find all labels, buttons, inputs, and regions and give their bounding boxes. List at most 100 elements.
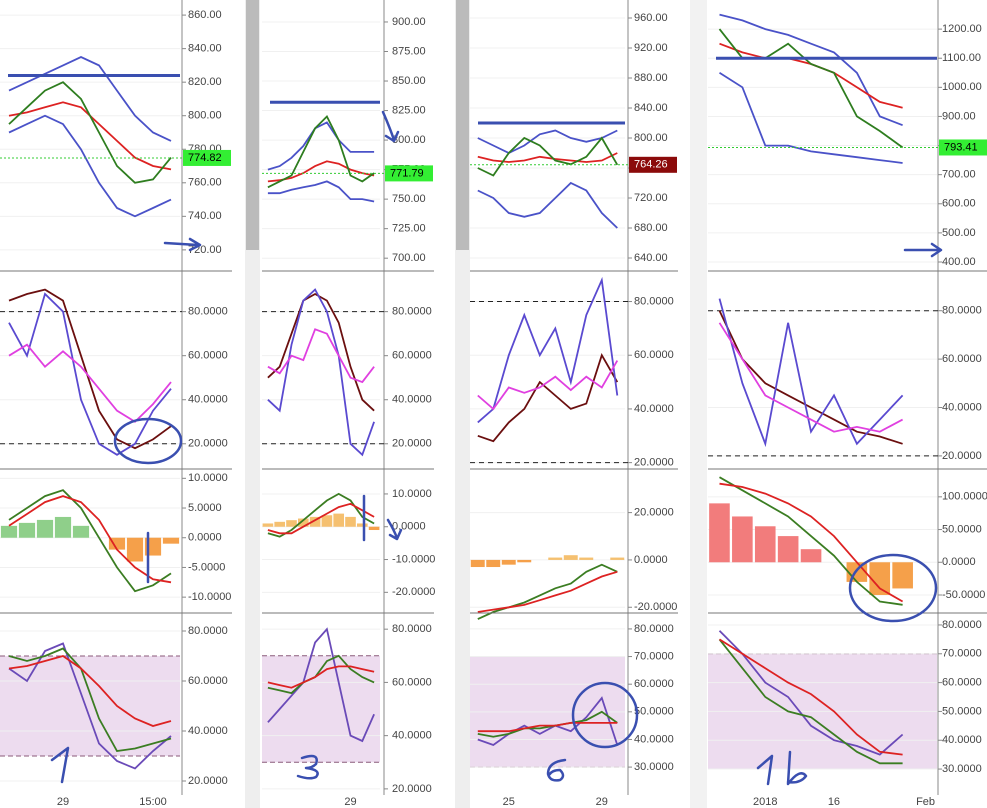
y-tick-label: 700.00 — [392, 252, 426, 264]
y-tick-label: -10.0000 — [188, 591, 231, 603]
series-line — [267, 121, 375, 171]
y-tick-label: 720.00 — [634, 192, 668, 204]
y-tick-label: 40.0000 — [942, 401, 982, 413]
y-tick-label: 20.0000 — [188, 438, 228, 450]
x-tick-label: 15:00 — [139, 796, 167, 808]
y-tick-label: 725.00 — [392, 223, 426, 235]
y-tick-label: 825.00 — [392, 104, 426, 116]
circle — [848, 553, 938, 623]
y-tick-label: 60.0000 — [188, 350, 228, 362]
histogram-bar — [262, 523, 274, 527]
histogram-bar — [470, 559, 485, 568]
series-line — [267, 627, 375, 743]
histogram-bar — [321, 515, 333, 527]
series-line — [477, 570, 618, 613]
series-line — [267, 288, 375, 457]
y-tick-label: 40.0000 — [392, 394, 432, 406]
series-line — [719, 638, 903, 756]
y-tick-label: -20.0000 — [392, 586, 435, 598]
y-tick-label: 5.0000 — [188, 502, 222, 514]
series-line — [8, 647, 172, 752]
y-tick-label: -50.0000 — [942, 589, 985, 601]
last-value-label: 774.82 — [188, 152, 222, 164]
histogram-bar — [309, 516, 321, 527]
y-tick-label: 80.0000 — [188, 625, 228, 637]
y-tick-label: 70.0000 — [634, 650, 674, 662]
series-line — [477, 136, 619, 177]
y-tick-label: -5.0000 — [188, 561, 225, 573]
last-value-tag — [939, 139, 987, 156]
histogram-bar — [274, 521, 286, 527]
series-line — [718, 310, 903, 445]
series-line — [8, 81, 172, 184]
y-tick-label: 960.00 — [634, 12, 668, 24]
series-line — [267, 292, 375, 412]
y-tick-label: 10.0000 — [188, 472, 228, 484]
x-tick-label: 16 — [828, 796, 840, 808]
histogram-bar — [563, 555, 578, 560]
y-tick-label: 920.00 — [634, 42, 668, 54]
series-line — [8, 288, 172, 450]
series-line — [8, 343, 172, 423]
y-tick-label: 20.0000 — [392, 783, 432, 795]
y-tick-label: 60.0000 — [942, 353, 982, 365]
y-tick-label: 50.0000 — [634, 706, 674, 718]
y-tick-label: 10.0000 — [392, 488, 432, 500]
y-tick-label: 1200.00 — [942, 23, 982, 35]
series-line — [477, 181, 618, 229]
circle — [113, 417, 183, 465]
histogram-bar — [892, 562, 913, 589]
band — [0, 656, 180, 756]
x-tick-label: 25 — [503, 796, 515, 808]
scrollbar[interactable] — [456, 0, 469, 250]
histogram-bar — [18, 522, 36, 538]
y-tick-label: 50.0000 — [942, 705, 982, 717]
y-tick-label: 820.00 — [188, 76, 222, 88]
y-tick-label: 20.0000 — [634, 507, 674, 519]
series-line — [477, 129, 618, 154]
arrow — [163, 237, 202, 252]
y-tick-label: 500.00 — [942, 227, 976, 239]
series-line — [477, 563, 618, 620]
series-line — [8, 292, 172, 456]
y-tick-label: 30.0000 — [634, 761, 674, 773]
last-value-tag — [629, 156, 677, 173]
series-line — [477, 352, 619, 443]
y-tick-label: 1100.00 — [942, 52, 981, 64]
histogram-bar — [486, 559, 501, 568]
y-tick-label: 50.0000 — [942, 523, 982, 535]
series-line — [718, 298, 904, 448]
series-line — [719, 482, 904, 603]
histogram-bar — [777, 536, 799, 563]
histogram-bar — [333, 513, 345, 527]
series-line — [718, 322, 904, 433]
series-line — [8, 642, 172, 770]
y-tick-label: 850.00 — [392, 75, 426, 87]
series-line — [719, 13, 903, 127]
handwritten-mark — [50, 746, 70, 784]
histogram-bar — [579, 557, 594, 560]
series-line — [267, 328, 375, 384]
y-tick-label: 0.0000 — [942, 556, 976, 568]
series-line — [718, 630, 904, 756]
series-line — [718, 638, 903, 765]
y-tick-label: 60.0000 — [634, 349, 674, 361]
series-line — [267, 502, 375, 535]
y-tick-label: 1000.00 — [942, 81, 982, 93]
y-tick-label: 40.0000 — [634, 733, 674, 745]
y-tick-label: 800.00 — [392, 134, 426, 146]
series-line — [8, 489, 172, 593]
scrollbar[interactable] — [246, 0, 259, 250]
x-tick-label: Feb — [916, 796, 935, 808]
histogram-bar — [800, 549, 822, 563]
series-line — [477, 710, 618, 738]
y-tick-label: 30.0000 — [942, 763, 982, 775]
y-tick-label: 740.00 — [188, 210, 222, 222]
series-line — [477, 696, 619, 747]
y-tick-label: 70.0000 — [942, 648, 982, 660]
series-line — [267, 114, 375, 189]
y-tick-label: 20.0000 — [188, 775, 228, 787]
series-line — [8, 114, 172, 218]
y-tick-label: 40.0000 — [942, 734, 982, 746]
